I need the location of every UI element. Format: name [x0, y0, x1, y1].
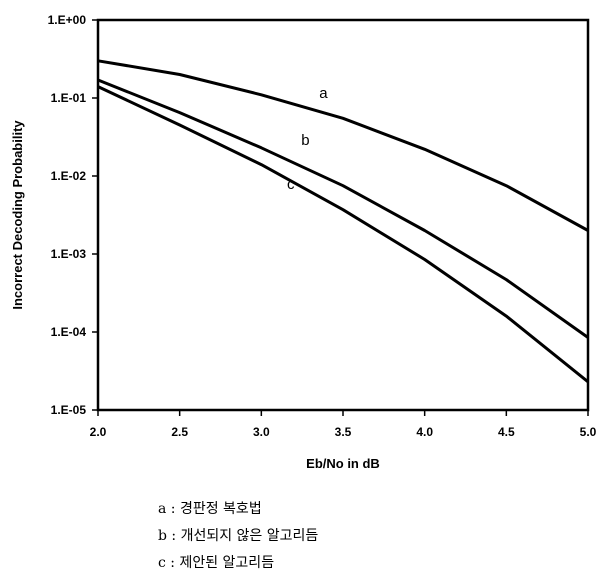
legend-item-c: c : 제안된 알고리듬	[158, 555, 275, 571]
series-line-a	[97, 59, 589, 232]
legend-item-b: b : 개선되지 않은 알고리듬	[158, 528, 319, 544]
y-tick-label: 1.E-01	[51, 91, 87, 105]
series-line-c	[97, 85, 589, 383]
y-tick-label: 1.E-03	[51, 247, 87, 261]
x-axis-title: Eb/No in dB	[306, 456, 380, 471]
y-tick-label: 1.E-05	[51, 403, 87, 417]
plot-area-frame	[96, 18, 590, 412]
x-tick-label: 4.0	[416, 425, 433, 439]
decoding-probability-chart: 2.0 2.5 3.0 3.5 4.0 4.5 5.0 1.E+00 1.E-01 1.E-02…	[10, 13, 597, 471]
y-tick-label: 1.E-04	[51, 325, 87, 339]
x-tick-label: 3.5	[335, 425, 352, 439]
y-tick-label: 1.E-02	[51, 169, 87, 183]
series-label-a: a	[319, 85, 328, 102]
x-tick-label: 2.5	[171, 425, 188, 439]
y-axis-ticks: 1.E+00 1.E-01 1.E-02 1.E-03 1.E-04 1.E-05	[48, 13, 98, 417]
legend-captions: a : 경판정 복호법 b : 개선되지 않은 알고리듬 c : 제안된 알고리…	[158, 496, 318, 577]
x-tick-label: 4.5	[498, 425, 515, 439]
series-lines: a b c	[97, 59, 589, 383]
series-line-b	[97, 78, 589, 339]
legend-item-a: a : 경판정 복호법	[158, 501, 262, 517]
x-axis-ticks: 2.0 2.5 3.0 3.5 4.0 4.5 5.0	[90, 410, 597, 439]
x-tick-label: 3.0	[253, 425, 270, 439]
y-axis-title: Incorrect Decoding Probability	[10, 120, 25, 310]
series-label-c: c	[287, 176, 295, 193]
y-tick-label: 1.E+00	[48, 13, 87, 27]
x-tick-label: 2.0	[90, 425, 107, 439]
x-tick-label: 5.0	[580, 425, 597, 439]
series-label-b: b	[301, 132, 309, 149]
